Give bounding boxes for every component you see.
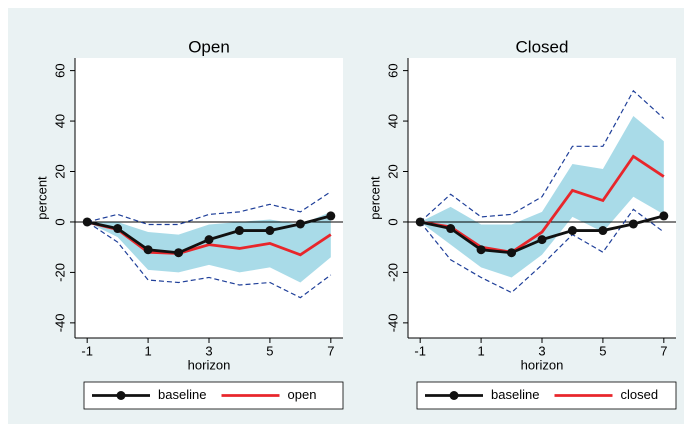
- y-tick-label: 60: [385, 63, 400, 77]
- legend-label: open: [288, 387, 317, 402]
- x-tick-label: 3: [538, 343, 545, 358]
- point-marker: [446, 224, 456, 234]
- x-tick-label: -1: [414, 343, 426, 358]
- y-axis-label: percent: [34, 176, 49, 220]
- point-marker: [476, 245, 486, 255]
- y-tick-label: -20: [385, 263, 400, 282]
- chart-title: Open: [188, 37, 230, 56]
- point-marker: [326, 211, 336, 221]
- point-marker: [234, 226, 244, 236]
- point-marker: [598, 226, 608, 236]
- point-marker: [82, 217, 92, 227]
- dashed-bound: [87, 191, 332, 226]
- y-tick-label: 20: [385, 164, 400, 178]
- point-marker: [507, 248, 517, 258]
- point-marker: [143, 245, 153, 255]
- point-marker: [537, 235, 547, 245]
- point-marker: [628, 219, 638, 229]
- legend-marker: [116, 391, 126, 400]
- x-tick-label: 7: [327, 343, 334, 358]
- y-tick-label: 40: [385, 114, 400, 128]
- y-tick-label: -40: [52, 313, 67, 332]
- x-axis-label: horizon: [521, 357, 564, 372]
- y-tick-label: -40: [385, 313, 400, 332]
- dashed-bound: [419, 208, 665, 294]
- x-tick-label: -1: [81, 343, 93, 358]
- x-tick-label: 3: [205, 343, 212, 358]
- y-tick-label: 0: [52, 218, 67, 225]
- point-marker: [174, 248, 184, 258]
- dashed-bound: [419, 89, 665, 223]
- y-tick-label: 20: [52, 164, 67, 178]
- point-marker: [659, 211, 669, 221]
- y-tick-label: 0: [385, 218, 400, 225]
- point-marker: [295, 219, 305, 229]
- x-tick-label: 1: [144, 343, 151, 358]
- series-line: [419, 154, 665, 254]
- legend-label: baseline: [491, 387, 539, 402]
- point-marker: [265, 226, 275, 236]
- y-tick-label: 40: [52, 114, 67, 128]
- point-marker: [567, 226, 577, 236]
- point-marker: [204, 235, 214, 245]
- x-axis-label: horizon: [188, 357, 231, 372]
- y-tick-label: 60: [52, 63, 67, 77]
- y-tick-label: -20: [52, 263, 67, 282]
- point-marker: [113, 224, 123, 234]
- plot-area: [75, 58, 343, 338]
- x-tick-label: 7: [660, 343, 667, 358]
- point-marker: [415, 217, 425, 227]
- y-axis-label: percent: [367, 176, 382, 220]
- legend-label: closed: [621, 387, 659, 402]
- confidence-band: [420, 116, 664, 278]
- legend-marker: [449, 391, 459, 400]
- x-tick-label: 5: [599, 343, 606, 358]
- chart-title: Closed: [516, 37, 569, 56]
- legend-label: baseline: [158, 387, 206, 402]
- x-tick-label: 5: [266, 343, 273, 358]
- dashed-bound: [86, 221, 332, 299]
- x-tick-label: 1: [477, 343, 484, 358]
